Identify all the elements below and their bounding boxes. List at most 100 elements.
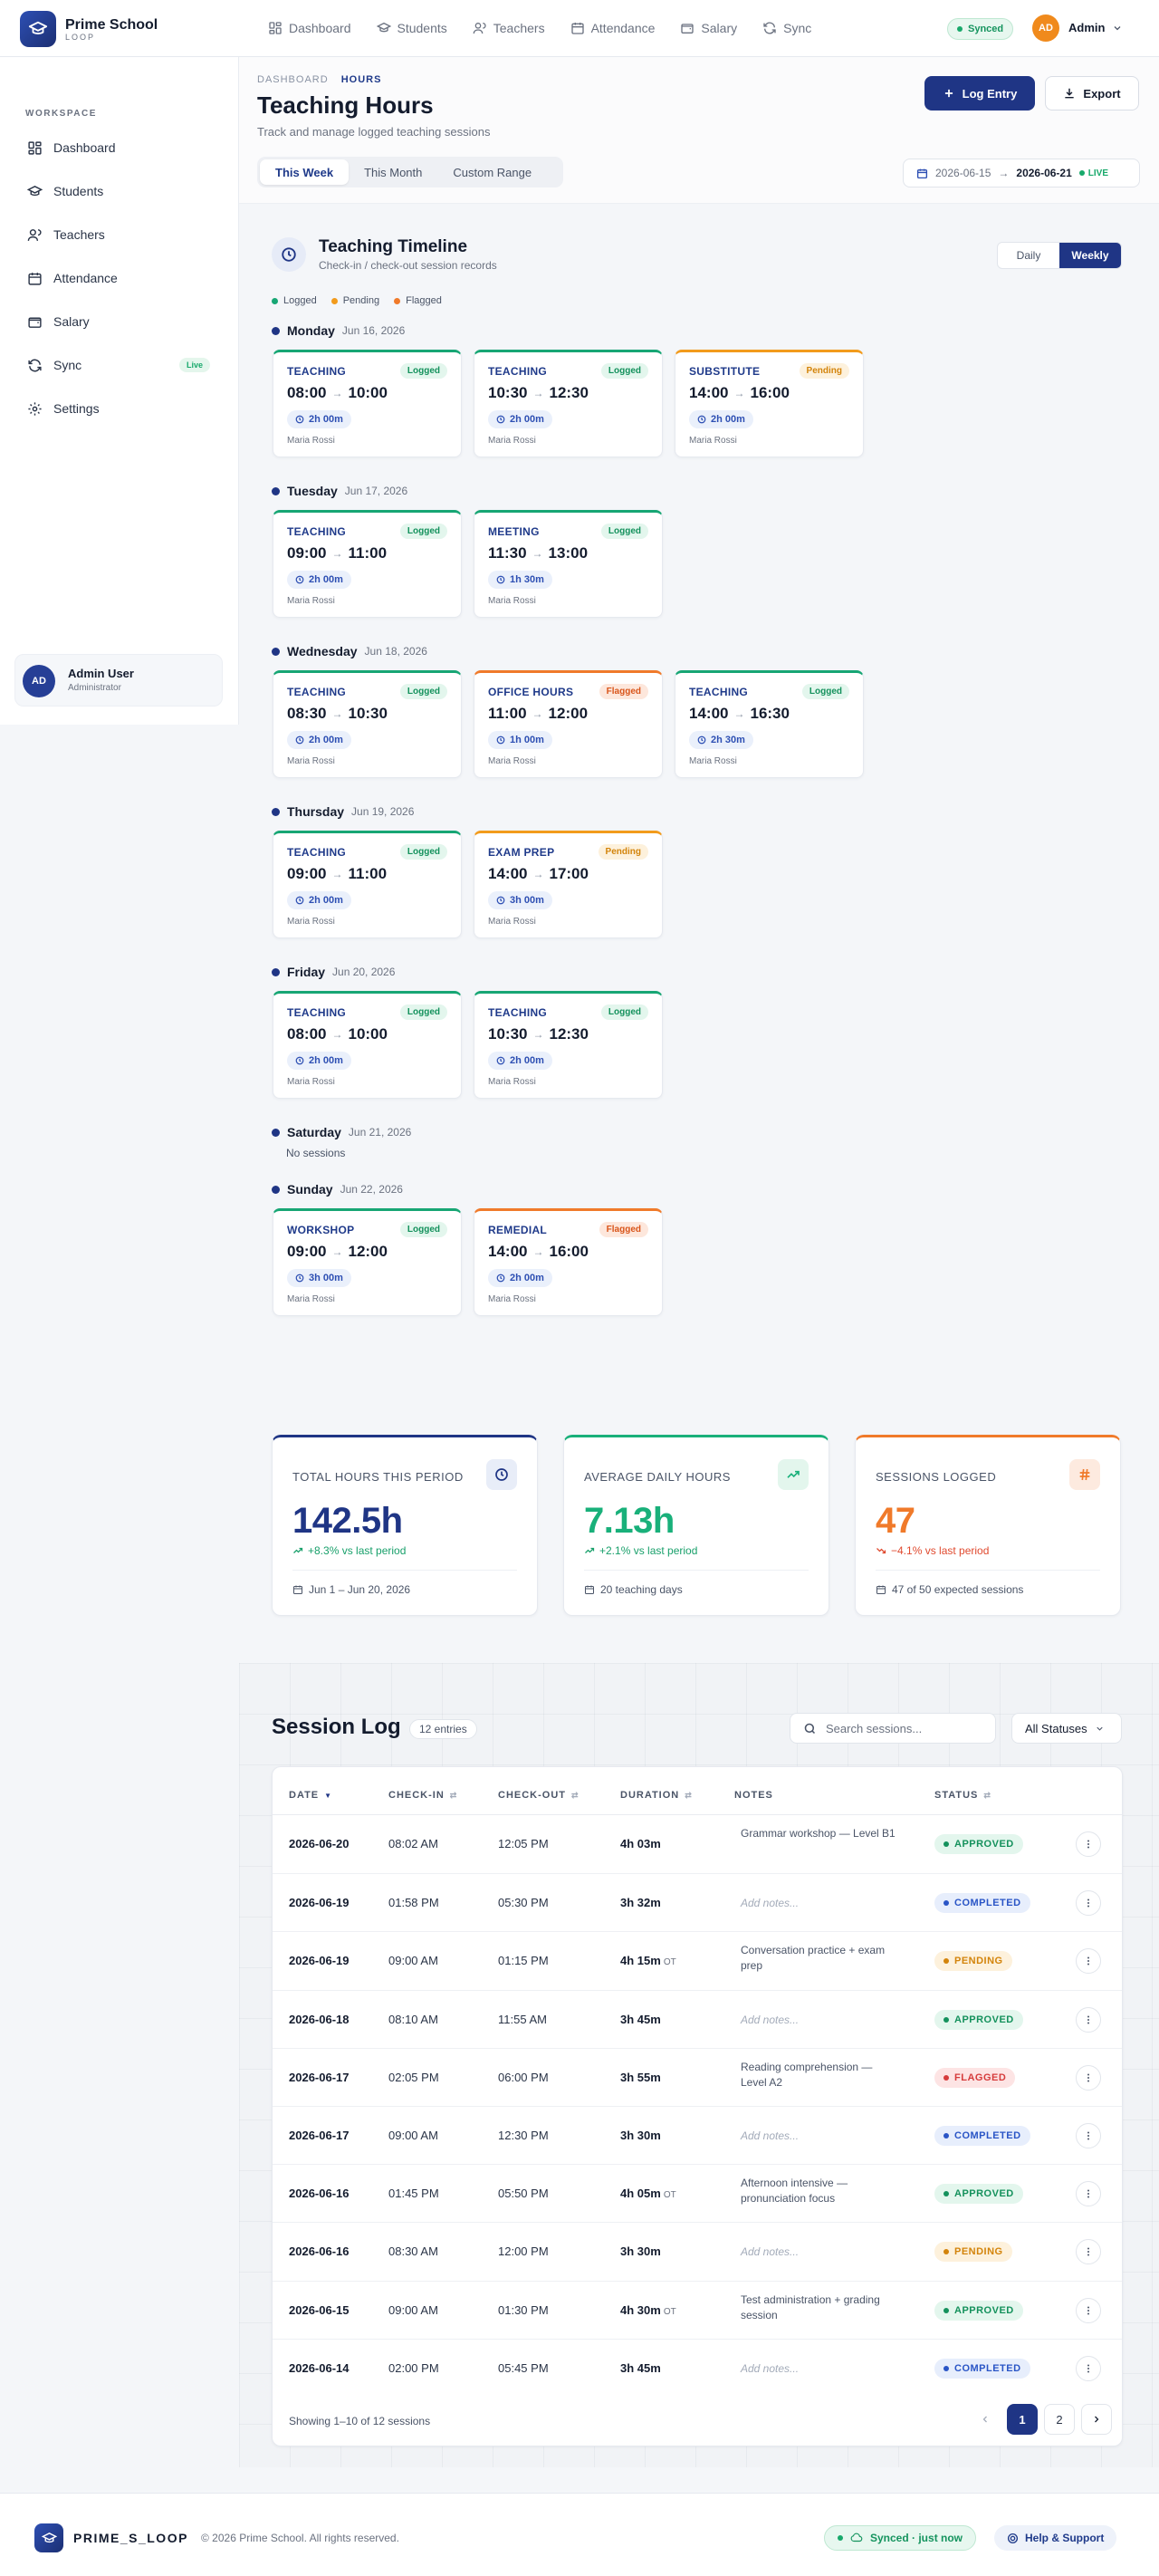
session-card[interactable]: REMEDIAL Flagged 14:00 → 16:00 2h 00m Maria Ro…: [474, 1208, 663, 1316]
row-notes-placeholder[interactable]: Add notes...: [741, 2245, 800, 2259]
sidebar-item-attendance[interactable]: Attendance: [16, 262, 223, 294]
session-card[interactable]: TEACHING Logged 08:00 → 10:00 2h 00m Maria Ros…: [273, 991, 462, 1099]
row-notes[interactable]: Conversation practice + exam prep: [741, 1944, 886, 1973]
column-header-check-out[interactable]: CHECK-OUT ⇄: [498, 1790, 580, 1801]
avatar[interactable]: AD: [1032, 14, 1059, 42]
row-notes[interactable]: Afternoon intensive — pronunciation focu…: [741, 2177, 848, 2206]
row-date: 2026-06-16: [289, 2187, 350, 2201]
session-card[interactable]: SUBSTITUTE Pending 14:00 → 16:00 2h 00m Maria …: [675, 350, 864, 457]
topnav-salary[interactable]: Salary: [680, 18, 737, 38]
session-card[interactable]: TEACHING Logged 10:30 → 12:30 2h 00m Maria Ros…: [474, 350, 663, 457]
sidebar-item-teachers[interactable]: Teachers: [16, 218, 223, 251]
tab-this-month[interactable]: This Month: [364, 165, 423, 179]
table-row[interactable]: 2026-06-17 02:05 PM 06:00 PM 3h 55m Reading …: [273, 2047, 1122, 2106]
arrow-right-icon: →: [733, 707, 745, 720]
view-weekly-button[interactable]: Weekly: [1059, 243, 1121, 268]
table-row[interactable]: 2026-06-20 08:02 AM 12:05 PM 4h 03m Grammar …: [273, 1815, 1122, 1873]
more-actions-button[interactable]: [1076, 1890, 1101, 1917]
admin-name[interactable]: Admin: [1068, 21, 1106, 34]
row-notes-placeholder[interactable]: Add notes...: [741, 2129, 800, 2142]
export-label: Export: [1083, 86, 1121, 101]
chevron-down-icon[interactable]: [1112, 23, 1123, 34]
session-card[interactable]: TEACHING Logged 14:00 → 16:30 2h 30m Maria Ros…: [675, 670, 864, 778]
page-button-2[interactable]: 2: [1044, 2404, 1075, 2435]
more-actions-button[interactable]: [1076, 2123, 1101, 2148]
more-actions-button[interactable]: [1076, 2355, 1101, 2381]
sidebar-item-dashboard[interactable]: Dashboard: [16, 131, 223, 164]
table-row[interactable]: 2026-06-18 08:10 AM 11:55 AM 3h 45m Add note…: [273, 1989, 1122, 2048]
sidebar-item-salary[interactable]: Salary: [16, 305, 223, 338]
table-row[interactable]: 2026-06-19 09:00 AM 01:15 PM 4h 15m OT Conver…: [273, 1931, 1122, 1989]
date-range-picker[interactable]: 2026-06-15 → 2026-06-21 LIVE: [903, 159, 1140, 187]
stat-footer: 47 of 50 expected sessions: [876, 1583, 1023, 1596]
tab-this-week[interactable]: This Week: [260, 159, 350, 185]
session-time: 14:00 → 16:30: [689, 705, 790, 723]
topnav-sync[interactable]: Sync: [762, 18, 811, 38]
row-notes-placeholder[interactable]: Add notes...: [741, 2361, 800, 2375]
column-header-date[interactable]: DATE ▼: [289, 1790, 333, 1801]
more-actions-button[interactable]: [1076, 2181, 1101, 2207]
more-actions-button[interactable]: [1076, 1948, 1101, 1975]
export-button[interactable]: Export: [1045, 76, 1139, 111]
breadcrumb-root[interactable]: DASHBOARD: [257, 74, 329, 85]
row-notes-placeholder[interactable]: Add notes...: [741, 2013, 800, 2026]
table-row[interactable]: 2026-06-14 02:00 PM 05:45 PM 3h 45m Add note…: [273, 2338, 1122, 2397]
table-row[interactable]: 2026-06-19 01:58 PM 05:30 PM 3h 32m Add note…: [273, 1873, 1122, 1931]
help-support-button[interactable]: Help & Support: [994, 2525, 1117, 2551]
arrow-right-icon: →: [532, 387, 544, 399]
row-notes[interactable]: Test administration + grading session: [741, 2292, 880, 2321]
table-row[interactable]: 2026-06-16 08:30 AM 12:00 PM 3h 30m Add note…: [273, 2222, 1122, 2280]
topnav-dashboard[interactable]: Dashboard: [268, 18, 351, 38]
session-card[interactable]: WORKSHOP Logged 09:00 → 12:00 3h 00m Maria Ros…: [273, 1208, 462, 1316]
column-header-check-in[interactable]: CHECK-IN ⇄: [388, 1790, 458, 1801]
clock-icon: [295, 1056, 304, 1065]
date-arrow: →: [998, 167, 1010, 179]
table-row[interactable]: 2026-06-17 09:00 AM 12:30 PM 3h 30m Add note…: [273, 2106, 1122, 2164]
more-actions-button[interactable]: [1076, 2297, 1101, 2323]
row-notes[interactable]: Grammar workshop — Level B1: [741, 1827, 896, 1840]
more-actions-button[interactable]: [1076, 2064, 1101, 2091]
table-row[interactable]: 2026-06-16 01:45 PM 05:50 PM 4h 05m OT Aftern…: [273, 2164, 1122, 2222]
more-actions-button[interactable]: [1076, 1831, 1101, 1857]
tab-custom-range[interactable]: Custom Range: [453, 165, 532, 179]
day-name: Monday: [287, 323, 335, 338]
topnav-teachers[interactable]: Teachers: [473, 18, 545, 38]
more-actions-button[interactable]: [1076, 2006, 1101, 2033]
search-input[interactable]: [826, 1721, 980, 1735]
page-button-1[interactable]: 1: [1007, 2404, 1038, 2435]
session-card[interactable]: MEETING Logged 11:30 → 13:00 1h 30m Maria Ross…: [474, 510, 663, 618]
session-time: 09:00 → 12:00: [287, 1243, 388, 1261]
session-card[interactable]: TEACHING Logged 08:30 → 10:30 2h 00m Maria Ros…: [273, 670, 462, 778]
session-card[interactable]: TEACHING Logged 08:00 → 10:00 2h 00m Maria Ros…: [273, 350, 462, 457]
brand[interactable]: Prime School LOOP: [20, 11, 158, 47]
session-card[interactable]: TEACHING Logged 10:30 → 12:30 2h 00m Maria Ros…: [474, 991, 663, 1099]
stat-footer: Jun 1 – Jun 20, 2026: [292, 1583, 410, 1596]
row-notes-placeholder[interactable]: Add notes...: [741, 1897, 800, 1910]
column-header-status[interactable]: STATUS ⇄: [934, 1790, 991, 1801]
prev-page-button[interactable]: [970, 2404, 1001, 2435]
session-card[interactable]: OFFICE HOURS Flagged 11:00 → 12:00 1h 00m Mari…: [474, 670, 663, 778]
grid-icon: [269, 22, 282, 34]
user-card[interactable]: AD Admin User Administrator: [14, 654, 223, 706]
topnav-students[interactable]: Students: [376, 18, 447, 38]
sidebar-item-sync[interactable]: Sync Live: [16, 349, 223, 381]
session-card[interactable]: TEACHING Logged 09:00 → 11:00 2h 00m Maria Ros…: [273, 831, 462, 938]
log-entry-button[interactable]: Log Entry: [924, 76, 1035, 111]
sidebar-item-settings[interactable]: Settings: [16, 392, 223, 425]
column-header-duration[interactable]: DURATION ⇄: [620, 1790, 693, 1801]
session-card[interactable]: TEACHING Logged 09:00 → 11:00 2h 00m Maria Ros…: [273, 510, 462, 618]
row-notes[interactable]: Reading comprehension — Level A2: [741, 2060, 873, 2089]
search-sessions[interactable]: [790, 1713, 996, 1744]
row-check-out: 12:30 PM: [498, 2129, 549, 2142]
sidebar-item-students[interactable]: Students: [16, 175, 223, 207]
more-actions-button[interactable]: [1076, 2239, 1101, 2265]
table-row[interactable]: 2026-06-15 09:00 AM 01:30 PM 4h 30m OT Test a…: [273, 2280, 1122, 2339]
topnav-attendance[interactable]: Attendance: [570, 18, 655, 38]
row-check-out: 05:30 PM: [498, 1896, 549, 1910]
session-card[interactable]: EXAM PREP Pending 14:00 → 17:00 3h 00m Maria R…: [474, 831, 663, 938]
day-date: Jun 19, 2026: [351, 805, 415, 818]
view-daily-button[interactable]: Daily: [1016, 249, 1041, 262]
next-page-button[interactable]: [1081, 2404, 1112, 2435]
clock-icon: [697, 415, 706, 424]
status-filter-select[interactable]: All Statuses: [1011, 1713, 1122, 1744]
